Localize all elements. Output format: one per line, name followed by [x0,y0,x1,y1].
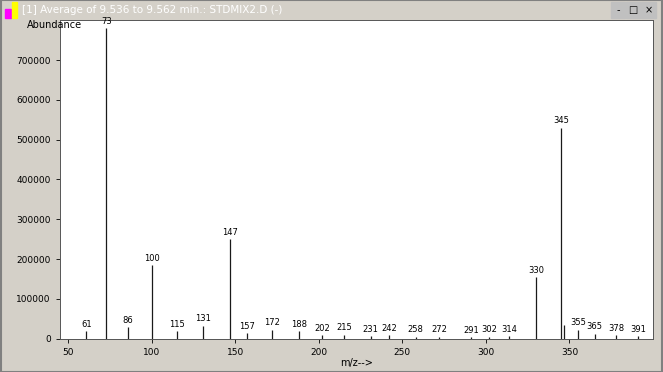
Text: 272: 272 [431,325,447,334]
Text: 258: 258 [408,325,424,334]
Text: 314: 314 [501,325,517,334]
Text: 86: 86 [123,316,133,325]
Text: 61: 61 [81,320,91,329]
Text: 100: 100 [144,254,160,263]
Text: 131: 131 [196,314,211,323]
Text: 215: 215 [336,323,351,332]
Text: 378: 378 [608,324,625,333]
Text: -: - [616,5,620,15]
Text: □: □ [629,5,638,15]
Text: Abundance: Abundance [27,20,82,31]
Bar [611,2,625,18]
Bar [12,2,17,18]
Text: 115: 115 [169,320,184,329]
Text: 202: 202 [314,324,330,333]
X-axis label: m/z-->: m/z--> [340,358,373,368]
Text: 147: 147 [222,228,238,237]
Text: 291: 291 [463,326,479,334]
Text: 231: 231 [363,325,379,334]
Text: 330: 330 [528,266,544,275]
Bar [641,2,656,18]
Text: 188: 188 [290,320,307,329]
Text: ×: × [644,5,652,15]
Text: 391: 391 [630,325,646,334]
Text: 242: 242 [381,324,397,333]
Text: 157: 157 [239,321,255,331]
Bar [5,9,11,18]
Text: 355: 355 [570,318,586,327]
Text: 73: 73 [101,17,112,26]
Text: 302: 302 [481,325,497,334]
Bar [626,2,640,18]
Text: 365: 365 [587,323,603,331]
Text: 172: 172 [264,318,280,327]
Text: 345: 345 [553,116,569,125]
Text: [1] Average of 9.536 to 9.562 min.: STDMIX2.D (-): [1] Average of 9.536 to 9.562 min.: STDM… [22,5,282,15]
